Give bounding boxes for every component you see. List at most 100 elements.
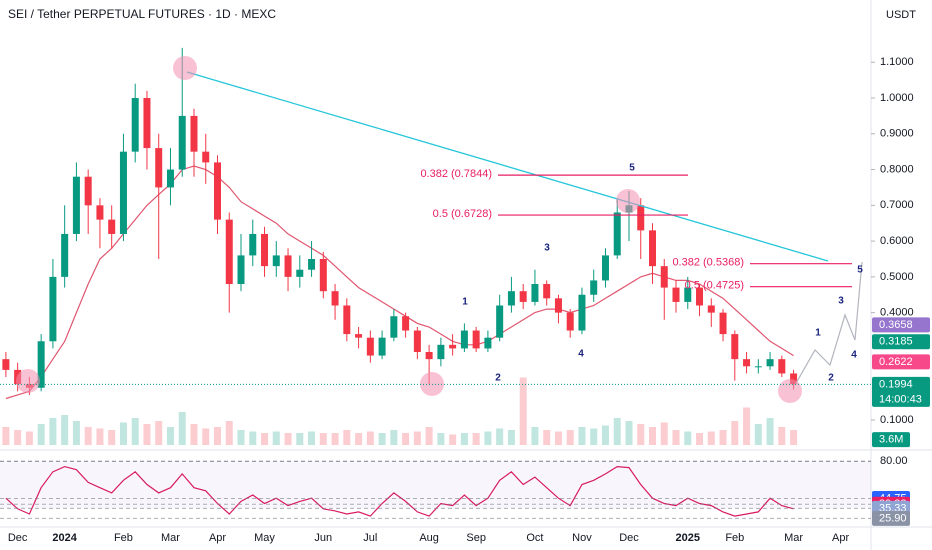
- candle-body: [378, 337, 386, 356]
- candle-body: [296, 269, 304, 277]
- candle-body: [660, 266, 668, 288]
- volume-bar: [531, 427, 539, 445]
- candle-body: [272, 255, 280, 267]
- volume-bar: [590, 428, 598, 445]
- pivot-highlight: [173, 56, 197, 80]
- candle-body: [766, 359, 774, 367]
- volume-bar: [507, 430, 515, 445]
- volume-bar: [484, 431, 492, 445]
- x-tick-label: Nov: [572, 532, 592, 544]
- volume-bar: [166, 427, 174, 445]
- wave-label: 3: [544, 243, 550, 254]
- candle-body: [425, 351, 433, 360]
- volume-bar: [72, 421, 80, 445]
- volume-bar: [308, 431, 316, 445]
- x-tick-label: Dec: [8, 532, 28, 544]
- x-tick-label: Feb: [114, 532, 133, 544]
- candle-body: [672, 287, 680, 302]
- candle-body: [308, 258, 316, 270]
- volume-bar: [449, 434, 457, 445]
- volume-bar: [14, 430, 22, 445]
- candle-body: [225, 219, 233, 285]
- x-tick-label: 2025: [676, 532, 700, 544]
- price-badge-label: 0.1994: [879, 378, 913, 390]
- y-tick-label: 0.6000: [880, 235, 914, 247]
- projection-path: [794, 261, 863, 386]
- volume-bar: [402, 433, 410, 445]
- volume-bar: [625, 421, 633, 445]
- volume-bar: [743, 407, 751, 445]
- volume-bar: [684, 431, 692, 445]
- volume-bar: [601, 425, 609, 445]
- y-tick-label: 1.1000: [880, 56, 914, 68]
- candle-body: [731, 334, 739, 360]
- candle-body: [72, 176, 80, 234]
- x-tick-label: Feb: [725, 532, 744, 544]
- wave-label: 5: [857, 265, 863, 276]
- volume-bar: [366, 431, 374, 445]
- volume-bar: [519, 377, 527, 445]
- rsi-badge-label: 25.90: [879, 512, 907, 524]
- candle-body: [543, 284, 551, 299]
- trend-line: [186, 71, 829, 262]
- volume-bar: [649, 427, 656, 445]
- volume-bar: [343, 430, 351, 445]
- candle-body: [719, 312, 727, 335]
- candle-body: [484, 337, 492, 349]
- candle-body: [49, 276, 57, 342]
- fib-label: 0.5 (0.6728): [433, 208, 492, 220]
- candle-body: [696, 287, 704, 306]
- x-tick-label: 2024: [52, 532, 77, 544]
- volume-bar: [84, 427, 92, 445]
- candle-body: [84, 176, 92, 206]
- pivot-highlight: [616, 189, 640, 213]
- candle-body: [237, 255, 245, 285]
- price-badge: [872, 317, 930, 333]
- volume-bar: [61, 415, 69, 445]
- volume-bar: [355, 433, 363, 445]
- volume-bar: [119, 422, 127, 445]
- volume-bar: [284, 433, 292, 445]
- y-tick-label: 0.9000: [880, 128, 914, 140]
- x-tick-label: Jun: [314, 532, 332, 544]
- candle-body: [343, 305, 351, 335]
- volume-bar: [331, 433, 339, 445]
- volume-bar: [472, 433, 480, 445]
- candle-body: [472, 330, 480, 349]
- volume-badge: [872, 432, 910, 448]
- volume-bar: [214, 427, 221, 445]
- price-badge: [872, 354, 930, 370]
- price-badge-label: 0.3185: [879, 336, 913, 348]
- wave-label: 4: [578, 349, 584, 360]
- candle-body: [649, 230, 656, 267]
- volume-bar: [778, 427, 786, 445]
- candle-body: [214, 162, 221, 220]
- candle-body: [155, 148, 163, 188]
- rsi-badge: [872, 510, 910, 526]
- volume-bar: [731, 421, 739, 445]
- candle-body: [108, 219, 116, 234]
- wave-label: 1: [815, 328, 821, 339]
- candle-body: [355, 334, 363, 338]
- x-tick-label: May: [254, 532, 275, 544]
- candle-body: [143, 98, 151, 149]
- price-badge-label: 0.2622: [879, 356, 913, 368]
- candle-body: [437, 344, 445, 360]
- y-tick-label: 0.5000: [880, 271, 914, 283]
- rsi-line: [5, 465, 794, 517]
- candle-body: [390, 316, 398, 338]
- wave-label: 2: [828, 373, 834, 384]
- candle-body: [601, 255, 609, 281]
- y-tick-label: 0.1000: [880, 414, 914, 426]
- y-tick-label: 1.0000: [880, 92, 914, 104]
- rsi-tick-label: 80.00: [880, 455, 908, 467]
- candle-body: [449, 344, 457, 349]
- volume-bar: [2, 427, 10, 445]
- volume-bar: [460, 433, 468, 445]
- volume-bar: [413, 431, 421, 445]
- candle-body: [249, 233, 257, 256]
- volume-bar: [108, 430, 116, 445]
